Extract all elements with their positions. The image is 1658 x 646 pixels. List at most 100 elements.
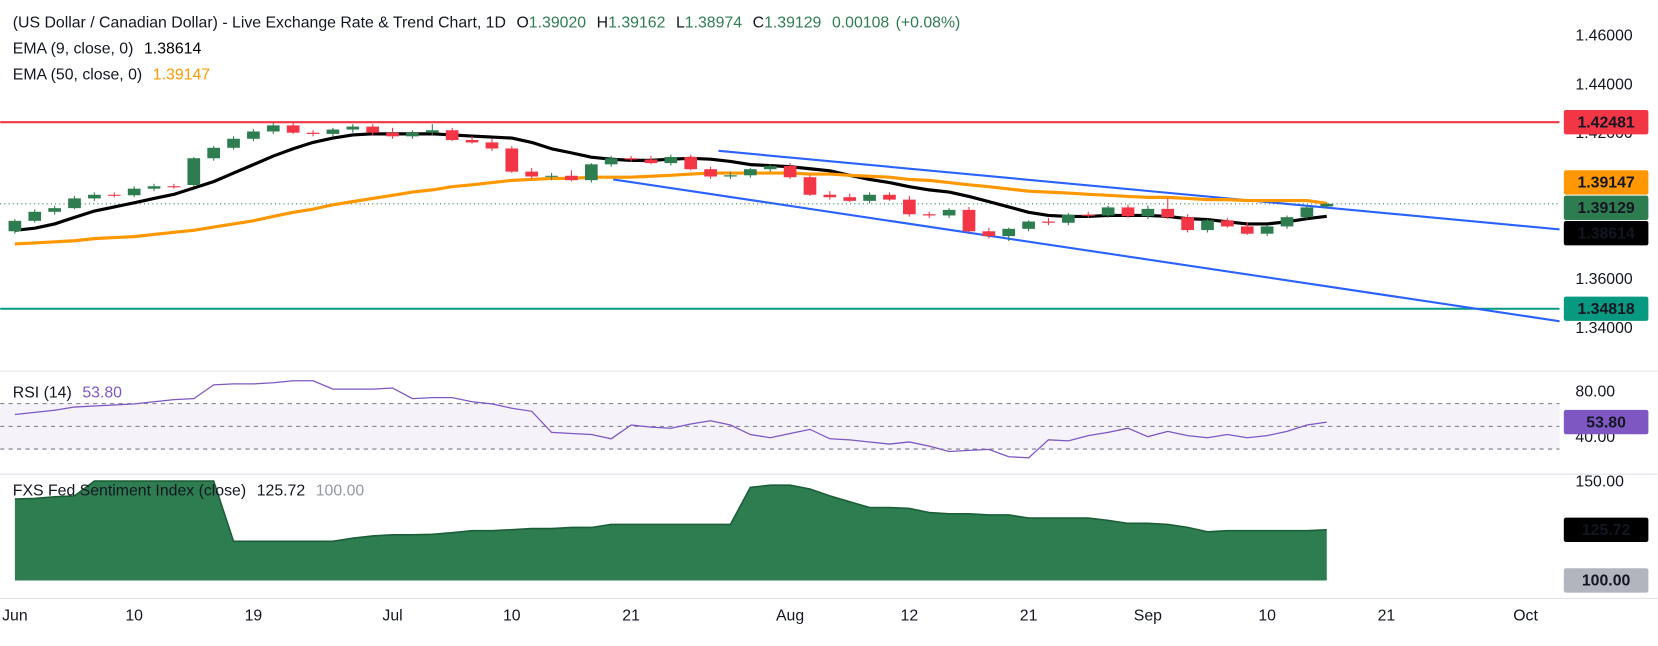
candle-body bbox=[187, 158, 201, 186]
candle-body bbox=[306, 132, 320, 134]
x-tick-label: Oct bbox=[1513, 608, 1538, 625]
legend-value: 1.38614 bbox=[144, 41, 201, 58]
area-line bbox=[14, 480, 1327, 543]
candle-body bbox=[207, 147, 221, 159]
candle-body bbox=[167, 186, 181, 188]
area-fill bbox=[14, 481, 1327, 581]
ohlc-label: H bbox=[597, 14, 608, 31]
candle-body bbox=[823, 194, 837, 198]
candle-body bbox=[1042, 221, 1055, 223]
candle-body bbox=[48, 208, 61, 212]
price-badge bbox=[1563, 517, 1649, 543]
candle-body bbox=[664, 157, 678, 164]
candle-body bbox=[68, 198, 81, 209]
candle-body bbox=[743, 169, 757, 176]
candle-body bbox=[346, 126, 360, 130]
candle-body bbox=[883, 194, 896, 200]
x-tick-label: Jun bbox=[2, 608, 28, 625]
candle-body bbox=[1161, 208, 1175, 218]
x-tick-label: 21 bbox=[1378, 608, 1396, 625]
candle-body bbox=[88, 194, 101, 199]
rsi-plot bbox=[0, 380, 1560, 459]
candle-body bbox=[644, 159, 658, 164]
candle-body bbox=[922, 214, 936, 216]
candle-body bbox=[227, 138, 240, 148]
legend-name: FXS Fed Sentiment Index (close) bbox=[13, 483, 246, 500]
candle-body bbox=[286, 125, 300, 133]
candle-body bbox=[624, 158, 638, 160]
price-badge-label: 1.38614 bbox=[1577, 225, 1634, 242]
candle-body bbox=[1260, 226, 1274, 234]
legend-entry: EMA (50, close, 0) 1.39147 bbox=[13, 67, 210, 84]
x-tick-label: Jul bbox=[382, 608, 402, 625]
candle-body bbox=[465, 139, 479, 143]
candle-body bbox=[247, 131, 260, 139]
candle-body bbox=[704, 169, 717, 177]
candle-body bbox=[326, 129, 340, 134]
ohlc-value: 1.39020 bbox=[529, 14, 586, 31]
y-tick-label: 80.00 bbox=[1575, 383, 1615, 400]
candle-body bbox=[1300, 207, 1314, 218]
sentiment-plot bbox=[14, 480, 1327, 581]
candle-body bbox=[425, 130, 439, 133]
candle-body bbox=[445, 130, 459, 140]
candle-body bbox=[545, 175, 558, 177]
candle-body bbox=[783, 166, 797, 178]
candle-body bbox=[1221, 220, 1234, 227]
candle-body bbox=[147, 186, 161, 189]
price-badge-label: 100.00 bbox=[1582, 573, 1631, 590]
price-badge bbox=[1563, 568, 1649, 593]
ohlc-value: 1.39129 bbox=[764, 14, 821, 31]
candle-body bbox=[266, 125, 280, 132]
x-tick-label: 19 bbox=[245, 608, 263, 625]
price-badge-label: 1.42481 bbox=[1577, 114, 1634, 131]
candle-body bbox=[903, 199, 916, 215]
ohlc-value: 1.39162 bbox=[608, 14, 665, 31]
x-tick-label: Sep bbox=[1134, 608, 1162, 625]
candle-body bbox=[604, 158, 618, 165]
candle-body bbox=[8, 220, 22, 232]
price-badge bbox=[1563, 296, 1649, 321]
rsi-line bbox=[14, 380, 1327, 459]
x-tick-label: 21 bbox=[1020, 608, 1038, 625]
x-tick-label: 21 bbox=[622, 608, 640, 625]
candle-body bbox=[1141, 208, 1155, 217]
x-tick-label: Aug bbox=[776, 608, 804, 625]
candle-body bbox=[366, 126, 380, 133]
ohlc-label: L bbox=[676, 14, 685, 31]
legend-entry: FXS Fed Sentiment Index (close) 125.72 100… bbox=[13, 483, 365, 500]
legend-name: EMA (50, close, 0) bbox=[13, 67, 142, 84]
price-badge-label: 1.39129 bbox=[1577, 200, 1634, 217]
candle-body bbox=[1002, 228, 1016, 237]
candle-body bbox=[982, 231, 996, 237]
y-tick-label: 150.00 bbox=[1575, 473, 1624, 490]
candle-body bbox=[127, 188, 141, 196]
x-tick-label: 10 bbox=[125, 608, 143, 625]
ohlc-label: O bbox=[516, 14, 528, 31]
candle-body bbox=[406, 132, 419, 137]
candle-body bbox=[863, 194, 876, 201]
price-badge bbox=[1563, 110, 1649, 135]
candle-body bbox=[1201, 220, 1214, 231]
legend-value: 125.72 bbox=[257, 483, 306, 500]
legend-name: RSI (14) bbox=[13, 384, 72, 401]
y-tick-label: 1.36000 bbox=[1575, 271, 1632, 288]
candle-body bbox=[584, 164, 598, 181]
price-plot bbox=[0, 121, 1560, 323]
legend-name: EMA (9, close, 0) bbox=[13, 41, 134, 58]
price-badge-label: 125.72 bbox=[1582, 522, 1631, 539]
candle-body bbox=[1101, 207, 1115, 216]
price-badge bbox=[1563, 221, 1649, 246]
change-percent: (+0.08%) bbox=[896, 14, 961, 31]
candle-body bbox=[1121, 207, 1135, 217]
price-badge bbox=[1563, 170, 1649, 195]
legend-value: 1.39147 bbox=[153, 67, 210, 84]
candle-body bbox=[525, 171, 539, 177]
candle-body bbox=[485, 142, 499, 149]
candle-body bbox=[1240, 226, 1254, 234]
trendline bbox=[718, 149, 1560, 231]
candle-body bbox=[684, 157, 698, 170]
ohlc-label: C bbox=[753, 14, 764, 31]
